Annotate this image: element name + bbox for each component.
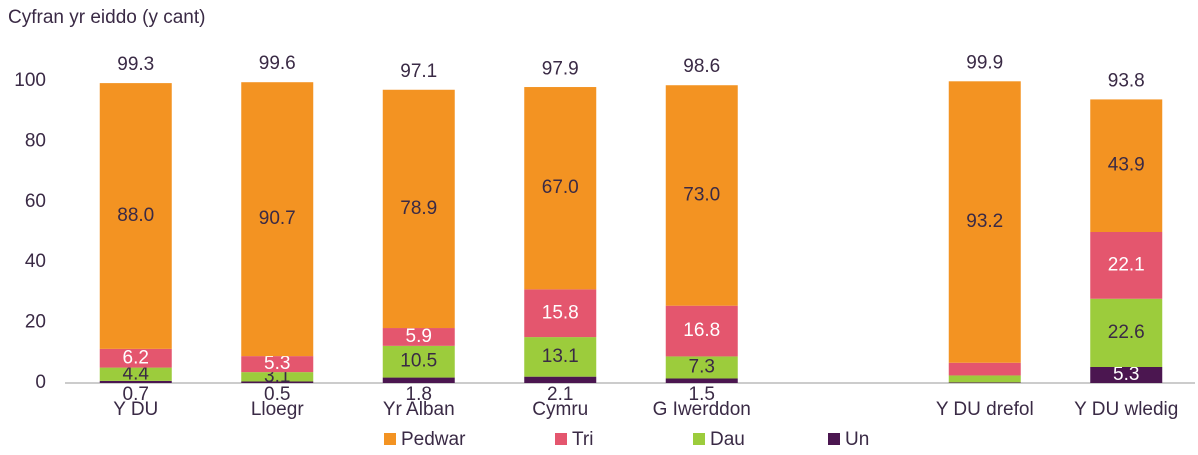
value-label: 1.8 <box>406 384 432 405</box>
value-label: 6.2 <box>123 347 149 368</box>
bar-segment <box>665 356 738 379</box>
value-label: 67.0 <box>542 177 579 198</box>
bar-segment <box>382 377 455 383</box>
y-tick-label: 0 <box>35 372 46 393</box>
total-label: 93.8 <box>1108 71 1145 92</box>
value-label: 78.9 <box>400 198 437 219</box>
bar-segment <box>948 375 1021 383</box>
legend-label: Un <box>845 429 869 450</box>
y-tick-label: 80 <box>25 130 46 151</box>
bar-segment <box>524 337 597 377</box>
value-label: 5.3 <box>1113 364 1139 385</box>
value-label: 7.3 <box>689 356 715 377</box>
x-tick-label: G Iwerddon <box>653 399 751 420</box>
value-label: 10.5 <box>400 351 437 372</box>
x-tick-label: Y DU <box>113 399 158 420</box>
x-tick-label: Yr Alban <box>383 399 455 420</box>
bar-segment <box>524 289 597 338</box>
bar-segment <box>99 367 172 381</box>
value-label: 5.3 <box>264 353 290 374</box>
value-label: 2.1 <box>547 384 573 405</box>
value-label: 22.6 <box>1108 322 1145 343</box>
y-tick-label: 20 <box>25 312 46 333</box>
x-tick-label: Cymru <box>532 399 588 420</box>
bar-segment <box>382 328 455 346</box>
bar-segment <box>948 81 1021 363</box>
bar-segment <box>241 356 314 373</box>
bar-segment <box>1090 99 1163 232</box>
total-label: 99.6 <box>259 53 296 74</box>
legend-label: Tri <box>572 429 593 450</box>
bar-segment <box>99 348 172 368</box>
total-label: 99.3 <box>117 54 154 75</box>
x-tick-label: Lloegr <box>251 399 304 420</box>
bar-segment <box>524 87 597 290</box>
bar-segment <box>382 345 455 378</box>
bar-segment <box>1090 366 1163 383</box>
bar-segment <box>665 85 738 306</box>
value-label: 90.7 <box>259 208 296 229</box>
value-label: 15.8 <box>542 302 579 323</box>
bar-segment <box>948 362 1021 376</box>
total-label: 98.6 <box>683 56 720 77</box>
value-label: 93.2 <box>966 211 1003 232</box>
bar-segment <box>1090 298 1163 367</box>
legend-swatch <box>693 433 705 445</box>
bar-segment <box>241 372 314 382</box>
y-tick-label: 60 <box>25 191 46 212</box>
bar-segment <box>524 376 597 383</box>
value-label: 1.5 <box>689 384 715 405</box>
bar-segment <box>99 380 172 383</box>
value-label: 43.9 <box>1108 155 1145 176</box>
value-label: 13.1 <box>542 346 579 367</box>
legend-swatch <box>555 433 567 445</box>
value-label: 5.9 <box>406 326 432 347</box>
y-axis-label: Cyfran yr eiddo (y cant) <box>8 7 205 28</box>
x-tick-label: Y DU drefol <box>936 399 1034 420</box>
bar-segment <box>241 381 314 383</box>
bar-segment <box>665 378 738 383</box>
bar-segment <box>948 382 1021 383</box>
total-label: 97.9 <box>542 58 579 79</box>
bar-segment <box>241 82 314 357</box>
value-label: 88.0 <box>117 205 154 226</box>
legend-swatch <box>384 433 396 445</box>
y-tick-label: 100 <box>14 70 46 91</box>
value-label: 73.0 <box>683 184 720 205</box>
total-label: 99.9 <box>966 52 1003 73</box>
value-label: 16.8 <box>683 320 720 341</box>
bar-segment <box>1090 232 1163 299</box>
legend-swatch <box>828 433 840 445</box>
bar-segment <box>382 89 455 329</box>
bar-segment <box>99 83 172 349</box>
legend-label: Dau <box>710 429 745 450</box>
value-label: 22.1 <box>1108 254 1145 275</box>
value-label: 0.5 <box>264 384 290 405</box>
value-label: 4.4 <box>123 363 150 384</box>
x-tick-label: Y DU wledig <box>1074 399 1178 420</box>
value-label: 0.7 <box>123 384 149 405</box>
total-label: 97.1 <box>400 61 437 82</box>
legend-label: Pedwar <box>401 429 466 450</box>
y-tick-label: 40 <box>25 251 46 272</box>
bar-segment <box>665 305 738 357</box>
